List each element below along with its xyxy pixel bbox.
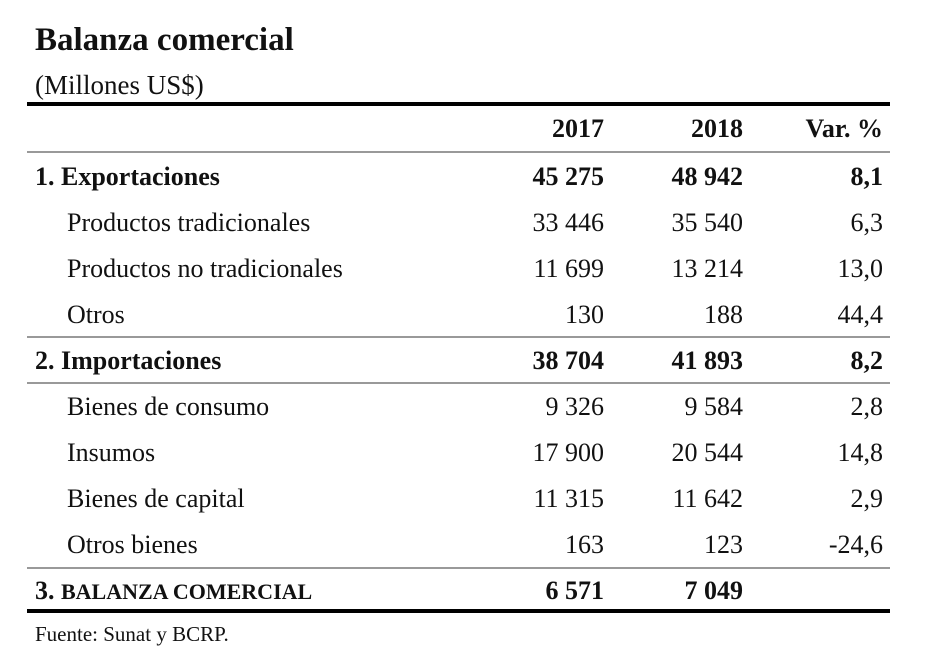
value-2018: 48 942 xyxy=(671,162,744,191)
row-label: Otros bienes xyxy=(67,530,198,559)
row-label: Productos tradicionales xyxy=(67,208,311,237)
total-2017: 6 571 xyxy=(545,576,605,605)
value-2017: 11 699 xyxy=(533,254,604,283)
value-2017: 9 326 xyxy=(545,392,605,421)
value-2018: 123 xyxy=(704,530,743,559)
table-subtitle: (Millones US$) xyxy=(35,70,204,100)
header-row: 2017 2018 Var. % xyxy=(27,114,890,154)
section-rule xyxy=(27,336,890,338)
total-number: 3. xyxy=(35,576,55,605)
value-var: 14,8 xyxy=(837,438,884,467)
table-row: Otros bienes 163 123 -24,6 xyxy=(27,530,890,570)
table-row: 1. Exportaciones 45 275 48 942 8,1 xyxy=(27,162,890,202)
table-row: Bienes de consumo 9 326 9 584 2,8 xyxy=(27,392,890,432)
header-rule xyxy=(27,151,890,153)
value-var: 2,8 xyxy=(850,392,884,421)
total-2018: 7 049 xyxy=(684,576,744,605)
row-label: 2. Importaciones xyxy=(35,346,222,375)
row-label: 1. Exportaciones xyxy=(35,162,220,191)
row-label: Insumos xyxy=(67,438,156,467)
row-label: Bienes de capital xyxy=(67,484,245,513)
value-var: 8,1 xyxy=(850,162,884,191)
value-2017: 163 xyxy=(565,530,604,559)
value-2017: 33 446 xyxy=(532,208,605,237)
total-label: 3. BALANZA COMERCIAL xyxy=(35,576,312,606)
table-row: Productos tradicionales 33 446 35 540 6,3 xyxy=(27,208,890,248)
table-row: Productos no tradicionales 11 699 13 214 13… xyxy=(27,254,890,294)
value-var: 44,4 xyxy=(837,300,884,329)
header-2018: 2018 xyxy=(691,114,743,143)
value-2017: 38 704 xyxy=(532,346,605,375)
table-row: 2. Importaciones 38 704 41 893 8,2 xyxy=(27,346,890,386)
table-row: Insumos 17 900 20 544 14,8 xyxy=(27,438,890,478)
value-var: 13,0 xyxy=(837,254,884,283)
value-2018: 35 540 xyxy=(671,208,744,237)
value-2017: 11 315 xyxy=(533,484,604,513)
value-2018: 188 xyxy=(704,300,743,329)
value-2017: 17 900 xyxy=(532,438,605,467)
row-label: Productos no tradicionales xyxy=(67,254,343,283)
table-title: Balanza comercial xyxy=(35,22,294,58)
table-row: Otros 130 188 44,4 xyxy=(27,300,890,340)
header-var: Var. % xyxy=(805,114,883,143)
value-2018: 11 642 xyxy=(672,484,743,513)
value-2018: 13 214 xyxy=(671,254,744,283)
value-var: 8,2 xyxy=(850,346,884,375)
total-row: 3. BALANZA COMERCIAL 6 571 7 049 xyxy=(27,576,890,616)
value-2018: 20 544 xyxy=(671,438,744,467)
total-label-text: BALANZA COMERCIAL xyxy=(61,579,313,604)
header-2017: 2017 xyxy=(552,114,604,143)
table-row: Bienes de capital 11 315 11 642 2,9 xyxy=(27,484,890,524)
value-var: -24,6 xyxy=(828,530,883,559)
value-var: 2,9 xyxy=(850,484,884,513)
row-label: Bienes de consumo xyxy=(67,392,270,421)
value-2018: 9 584 xyxy=(684,392,744,421)
section-rule xyxy=(27,382,890,384)
row-label: Otros xyxy=(67,300,125,329)
value-2017: 45 275 xyxy=(532,162,605,191)
value-2018: 41 893 xyxy=(671,346,744,375)
value-2017: 130 xyxy=(565,300,604,329)
value-var: 6,3 xyxy=(850,208,884,237)
footnote: Fuente: Sunat y BCRP. xyxy=(35,622,229,646)
bottom-rule xyxy=(27,609,890,613)
section-rule xyxy=(27,567,890,569)
top-rule xyxy=(27,102,890,106)
